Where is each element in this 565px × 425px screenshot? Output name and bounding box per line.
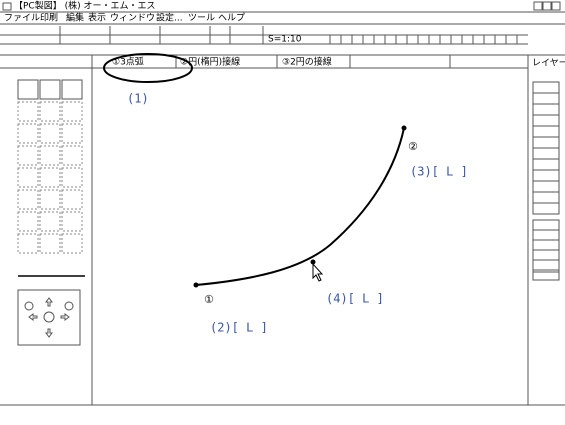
- point-label: ②: [408, 140, 418, 153]
- tool-button[interactable]: [62, 80, 82, 99]
- layer-slot[interactable]: [533, 115, 559, 126]
- tool-button[interactable]: [18, 102, 38, 121]
- nav-center[interactable]: [44, 312, 54, 322]
- tool-button[interactable]: [18, 80, 38, 99]
- tool-button[interactable]: [40, 102, 60, 121]
- tool-button[interactable]: [62, 234, 82, 253]
- window-title: 【PC製図】 (株) オー・エム・エス: [14, 0, 155, 12]
- layer-panel-title: レイヤー: [532, 59, 565, 69]
- layer-slot[interactable]: [533, 220, 559, 230]
- tool-button[interactable]: [18, 212, 38, 231]
- nav-right[interactable]: [61, 314, 69, 320]
- nav-up[interactable]: [46, 298, 52, 306]
- annotation: (3)[ L ]: [410, 165, 468, 179]
- layer-slot[interactable]: [533, 192, 559, 203]
- tool-button[interactable]: [62, 124, 82, 143]
- cursor: [313, 264, 322, 281]
- tool-button[interactable]: [18, 168, 38, 187]
- point-label: ①: [204, 293, 214, 306]
- nav-left[interactable]: [29, 314, 37, 320]
- tab[interactable]: ②円(楕円)接線: [180, 56, 240, 68]
- arc: [196, 128, 404, 285]
- tool-button[interactable]: [40, 146, 60, 165]
- menu-item[interactable]: 表示: [88, 12, 106, 24]
- layer-slot[interactable]: [533, 159, 559, 170]
- menu-item[interactable]: ツール: [188, 14, 215, 24]
- tool-button[interactable]: [62, 168, 82, 187]
- tool-button[interactable]: [18, 190, 38, 209]
- nav-icon[interactable]: [65, 302, 73, 310]
- tool-button[interactable]: [40, 80, 60, 99]
- menu-item[interactable]: ヘルプ: [218, 13, 245, 24]
- menu-item[interactable]: ファイル: [4, 14, 40, 24]
- tool-button[interactable]: [18, 124, 38, 143]
- layer-slot[interactable]: [533, 240, 559, 250]
- nav-icon[interactable]: [25, 302, 33, 310]
- layer-slot[interactable]: [533, 272, 559, 280]
- layer-slot[interactable]: [533, 126, 559, 137]
- menu-item[interactable]: 印刷: [40, 12, 58, 24]
- tool-button[interactable]: [62, 212, 82, 231]
- menu-bar: ファイル印刷編集表示ウィンドウ設定... ツールヘルプ: [4, 12, 245, 24]
- annotation: (2)[ L ]: [210, 321, 268, 335]
- nav-down[interactable]: [46, 329, 52, 337]
- layer-slot[interactable]: [533, 148, 559, 159]
- toolbar: [0, 26, 528, 44]
- tab[interactable]: ③2円の接線: [282, 56, 332, 68]
- layer-slot[interactable]: [533, 170, 559, 181]
- layer-slot[interactable]: [533, 137, 559, 148]
- tool-button[interactable]: [40, 124, 60, 143]
- layer-slot[interactable]: [533, 203, 559, 214]
- annotation: (1): [127, 92, 149, 106]
- layer-list: [533, 82, 559, 280]
- layer-slot[interactable]: [533, 260, 559, 270]
- tool-button[interactable]: [62, 146, 82, 165]
- annotation: (4)[ L ]: [326, 292, 384, 306]
- layer-slot[interactable]: [533, 181, 559, 192]
- point: [194, 283, 199, 288]
- point: [402, 126, 407, 131]
- tool-palette: [18, 80, 82, 253]
- scale-label: S=1:10: [268, 35, 302, 45]
- tool-button[interactable]: [18, 234, 38, 253]
- layer-slot[interactable]: [533, 93, 559, 104]
- page: 【PC製図】 (株) オー・エム・エス ファイル印刷編集表示ウィンドウ設定...…: [0, 0, 565, 421]
- menu-item[interactable]: 設定...: [156, 12, 183, 24]
- layer-slot[interactable]: [533, 82, 559, 93]
- menu-item[interactable]: 編集: [66, 12, 84, 24]
- layer-slot[interactable]: [533, 104, 559, 115]
- menu-item[interactable]: ウィンドウ: [110, 13, 155, 24]
- tool-button[interactable]: [40, 168, 60, 187]
- tool-button[interactable]: [40, 190, 60, 209]
- layer-slot[interactable]: [533, 250, 559, 260]
- tool-button[interactable]: [40, 234, 60, 253]
- tool-button[interactable]: [62, 102, 82, 121]
- layer-slot[interactable]: [533, 230, 559, 240]
- tool-button[interactable]: [62, 190, 82, 209]
- tool-button[interactable]: [18, 146, 38, 165]
- tool-button[interactable]: [40, 212, 60, 231]
- window: 【PC製図】 (株) オー・エム・エス ファイル印刷編集表示ウィンドウ設定...…: [0, 0, 565, 421]
